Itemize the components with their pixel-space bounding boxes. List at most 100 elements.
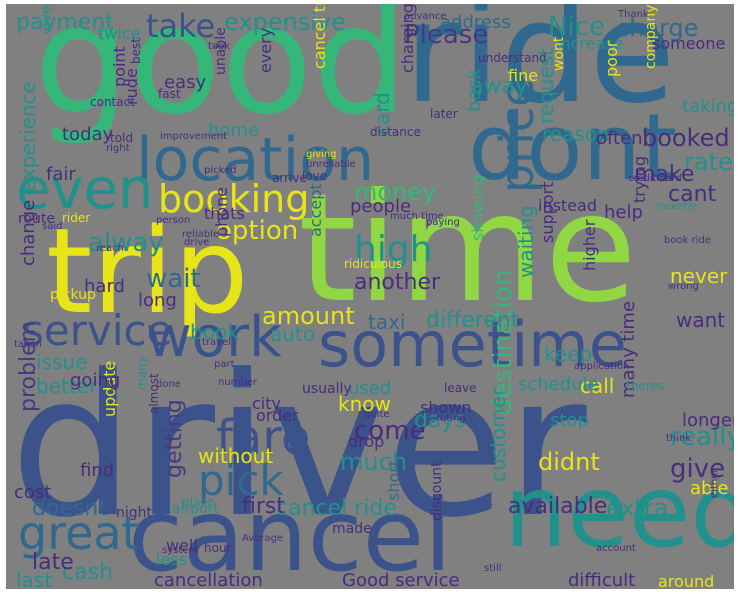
word-first: first — [242, 494, 285, 519]
word-poor: poor — [602, 40, 621, 77]
word-every-time: every time — [39, 4, 55, 31]
word-paying: paying — [426, 217, 460, 228]
word-doesnt: doesnt — [32, 496, 107, 521]
word-trip: trip — [46, 202, 249, 340]
word-improvement: improvement — [160, 131, 228, 142]
word-better: better — [36, 374, 98, 398]
word-great: great — [18, 506, 140, 560]
word-cancellation: cancellation — [154, 570, 263, 590]
word-cancel: cancel — [128, 477, 452, 589]
word-twice: twice — [98, 24, 141, 43]
word-late: late — [32, 550, 74, 575]
word-best: best — [129, 38, 143, 64]
word-city: city — [252, 394, 281, 413]
word-discount: discount — [429, 461, 445, 521]
word-number: number — [218, 377, 258, 388]
word-cost: cost — [14, 482, 52, 503]
word-good-service: Good service — [342, 570, 460, 590]
word-booked: booked — [642, 124, 730, 152]
word-book: book — [190, 320, 239, 344]
word-picked: picked — [204, 165, 237, 176]
word-application: application — [574, 361, 630, 372]
word-accept: accept — [306, 183, 325, 237]
word-contact: contact — [90, 95, 135, 109]
word-leave: leave — [444, 381, 477, 395]
word-never: never — [670, 264, 728, 288]
word-showing: showing — [468, 174, 487, 241]
word-took: took — [208, 41, 230, 52]
word-cancel-trip: cancel trip — [310, 4, 329, 69]
word-around: around — [658, 572, 715, 590]
word-fare: fare — [216, 410, 311, 466]
word-ridiculous: ridiculous — [344, 257, 402, 271]
word-option: option — [216, 216, 299, 246]
word-system: system — [162, 545, 199, 556]
word-understand: understand — [478, 51, 547, 65]
word-waiting: waiting — [514, 205, 538, 278]
word-travel: travel — [202, 337, 232, 348]
word-difficult: difficult — [568, 570, 636, 590]
word-drive: drive — [184, 237, 210, 248]
word-either: either — [709, 468, 720, 498]
word-said: said — [42, 221, 63, 232]
word-help: help — [604, 202, 643, 223]
word-cash: cash — [62, 560, 113, 585]
word-even: even — [16, 157, 154, 222]
word-giving: giving — [306, 149, 337, 160]
word-fast: fast — [158, 87, 181, 101]
word-issue: issue — [36, 350, 88, 374]
word-didnt: didnt — [538, 448, 600, 476]
word-thats: thats — [204, 204, 245, 223]
word-charge: charge — [616, 14, 699, 42]
word-told: told — [110, 131, 133, 145]
word-right: right — [106, 143, 130, 154]
word-days: days — [414, 408, 466, 433]
word-advance: advance — [404, 11, 447, 22]
word-cant: cant — [668, 182, 717, 207]
word-booking: booking — [158, 177, 310, 221]
word-done: done — [156, 379, 181, 390]
word-come: come — [354, 416, 426, 446]
word-away: away — [470, 74, 528, 99]
word-taxi: taxi — [368, 310, 406, 334]
word-long: long — [138, 290, 177, 311]
word-address: address — [440, 12, 511, 33]
word-know: know — [338, 392, 391, 416]
word-used: used — [348, 378, 392, 399]
word-payment: payment — [16, 10, 115, 35]
word-later: later — [430, 107, 458, 121]
word-longer: longer — [682, 410, 734, 431]
word-experience: experience — [16, 81, 40, 192]
word-instead: instead — [538, 196, 597, 215]
word-expensive: expensive — [224, 8, 346, 36]
word-hard: hard — [84, 276, 125, 297]
word-rating: rating — [436, 413, 466, 424]
word-change: change — [18, 199, 39, 266]
word-account: account — [596, 543, 636, 554]
word-auto: auto — [270, 322, 316, 346]
word-another: another — [354, 270, 441, 295]
word-ride: ride — [404, 4, 676, 135]
word-night: night — [116, 505, 153, 521]
word-much-time: much time — [390, 211, 444, 222]
word-time: time — [298, 162, 637, 336]
word-alway: alway — [88, 228, 164, 258]
word-recently: recently — [656, 201, 697, 212]
word-part: part — [214, 359, 235, 370]
word-home: home — [208, 120, 260, 141]
word-money: money — [354, 178, 437, 206]
word-made: made — [332, 521, 372, 537]
word-distance: distance — [370, 125, 421, 139]
word-want: want — [676, 308, 726, 332]
word-call: call — [580, 374, 615, 398]
word-work: work — [146, 305, 282, 370]
word-taking: taking — [682, 96, 734, 117]
word-less: less — [156, 550, 187, 569]
word-person: person — [156, 215, 191, 226]
word-dont: dont — [468, 94, 678, 201]
word-rider: rider — [62, 211, 91, 225]
word-wrong: wrong — [668, 281, 699, 292]
word-location: location — [136, 125, 375, 195]
word-easy: easy — [164, 72, 207, 93]
word-short: short — [384, 459, 403, 501]
